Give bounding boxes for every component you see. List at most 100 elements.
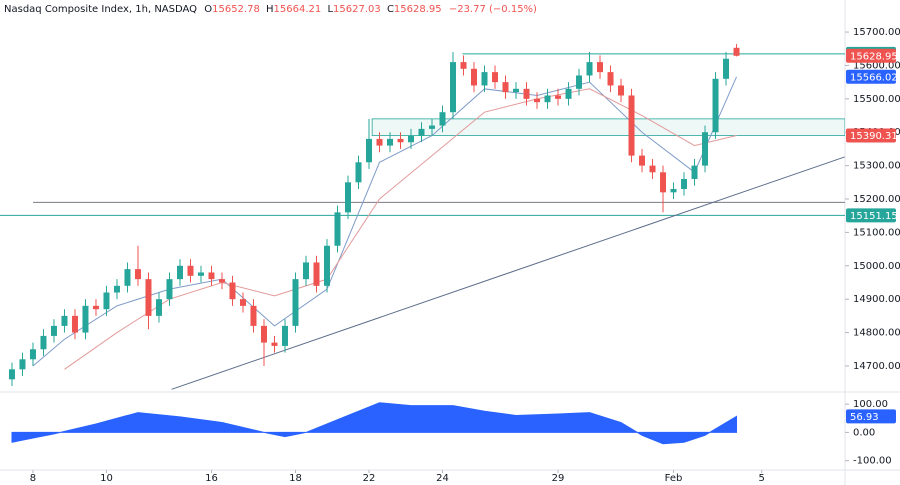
candle-body <box>197 272 204 276</box>
x-tick-label: 18 <box>289 473 302 484</box>
candle-body <box>302 262 309 280</box>
y-tick-label: 15000.00 <box>853 261 900 272</box>
x-tick-label: 10 <box>100 473 113 484</box>
header-low: 15627.03 <box>333 4 381 15</box>
candle-body <box>281 325 288 346</box>
candle-body <box>670 188 677 193</box>
ma-fast-line <box>32 76 737 367</box>
candle-body <box>481 72 488 86</box>
header-high: 15664.21 <box>274 4 322 15</box>
candle-body <box>166 279 173 300</box>
candle-body <box>271 342 278 346</box>
candle-body <box>418 128 425 136</box>
candle-body <box>260 325 267 343</box>
candle-body <box>323 245 330 286</box>
candle-body <box>355 162 362 183</box>
candle-body <box>365 138 372 163</box>
level-label-bg <box>846 208 896 223</box>
osc-label: 56.93 <box>850 412 879 423</box>
price-label: 15628.95 <box>850 51 898 62</box>
candle-body <box>733 47 740 56</box>
candle-body <box>376 138 383 146</box>
candle-body <box>429 125 436 129</box>
trendline <box>171 156 845 390</box>
header-close: 15628.95 <box>394 4 442 15</box>
candle-body <box>534 98 541 103</box>
candle-body <box>523 88 530 99</box>
plot-area <box>0 44 845 390</box>
candle-body <box>208 272 215 280</box>
y-tick-label: 15200.00 <box>853 194 900 205</box>
candle-body <box>607 72 614 86</box>
candle-body <box>313 262 320 286</box>
header: Nasdaq Composite Index, 1h, NASDAQ O1565… <box>4 4 537 15</box>
candle-body <box>712 78 719 133</box>
candle-body <box>92 305 99 310</box>
candle-body <box>50 325 57 336</box>
header-change: −23.77 (−0.15%) <box>449 4 537 15</box>
candle-body <box>113 285 120 293</box>
candle-body <box>597 62 604 73</box>
candle-body <box>639 155 646 166</box>
candle-body <box>691 165 698 179</box>
candle-body <box>61 315 68 326</box>
candle-body <box>723 58 730 79</box>
ma-fast-label: 15566.02 <box>850 72 898 83</box>
candle-body <box>439 112 446 126</box>
candle-body <box>8 369 15 380</box>
candle-body <box>103 292 110 310</box>
candle-body <box>334 212 341 246</box>
candle-body <box>82 305 89 333</box>
x-tick-label: 22 <box>363 473 376 484</box>
candle-body <box>460 62 467 69</box>
candle-body <box>492 72 499 83</box>
x-tick-label: 24 <box>436 473 449 484</box>
header-o: O <box>204 4 212 15</box>
candle-body <box>544 95 551 103</box>
candle-body <box>239 299 246 306</box>
candle-body <box>502 82 509 93</box>
candle-body <box>565 88 572 99</box>
candle-body <box>555 95 562 99</box>
header-c: C <box>387 4 394 15</box>
y-tick-label: 15500.00 <box>853 94 900 105</box>
candle-body <box>471 68 478 86</box>
candle-body <box>19 359 26 370</box>
price-label-bg <box>846 48 896 63</box>
candle-body <box>660 172 667 193</box>
y-tick-label: 15100.00 <box>853 227 900 238</box>
zone <box>371 118 845 136</box>
header-l: L <box>327 4 333 15</box>
candle-body <box>155 299 162 316</box>
candle-body <box>450 62 457 113</box>
y-tick-label: 15300.00 <box>853 161 900 172</box>
osc-tick-label: 0.00 <box>853 427 875 438</box>
candle-body <box>618 85 625 96</box>
candle-body <box>40 335 47 350</box>
oscillator-area <box>11 402 738 445</box>
candle-body <box>134 269 141 280</box>
candle-body <box>145 279 152 316</box>
candle-body <box>344 182 351 213</box>
osc-tick-label: 100.00 <box>853 399 888 410</box>
level-label: 15151.15 <box>850 211 898 222</box>
y-tick-label: 14800.00 <box>853 328 900 339</box>
ma-fast-label-bg <box>846 69 896 84</box>
x-tick-label: 16 <box>205 473 218 484</box>
candle-body <box>628 95 635 156</box>
x-tick-label: Feb <box>665 473 683 484</box>
x-tick-label: 29 <box>552 473 565 484</box>
candle-body <box>292 279 299 326</box>
osc-tick-label: -100.00 <box>853 456 892 467</box>
osc-label-bg <box>846 409 896 424</box>
candle-body <box>576 75 583 89</box>
header-title: Nasdaq Composite Index, 1h, NASDAQ <box>4 4 197 15</box>
candle-body <box>29 349 36 360</box>
candle-body <box>187 265 194 276</box>
ma-slow-label-bg <box>846 128 896 143</box>
header-open: 15652.78 <box>212 4 260 15</box>
candle-body <box>218 279 225 283</box>
ma-slow-label: 15390.31 <box>850 131 898 142</box>
